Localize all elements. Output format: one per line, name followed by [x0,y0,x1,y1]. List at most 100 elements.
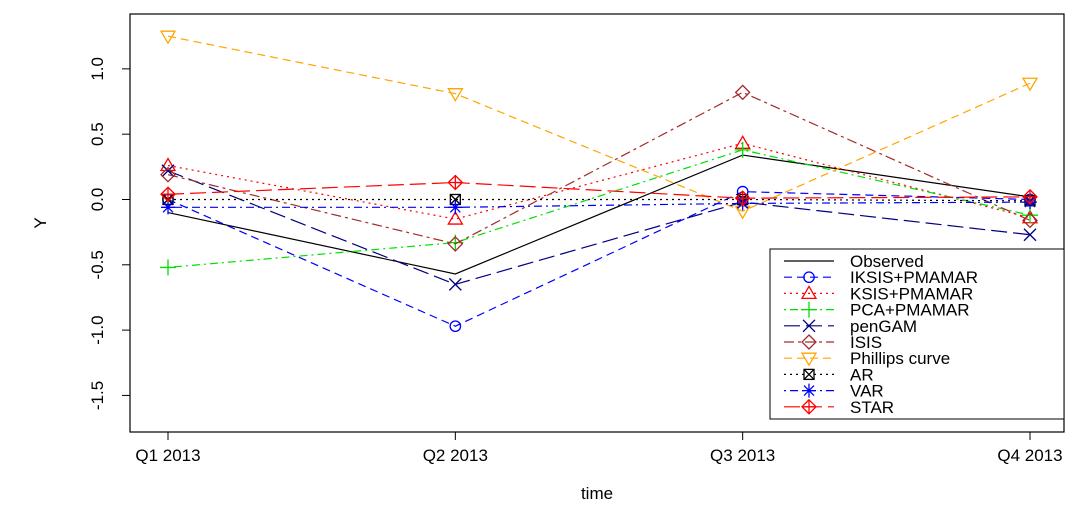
data-point [1022,212,1038,229]
data-point [1022,188,1038,205]
marker-cross [161,164,175,178]
marker-plus [160,259,176,276]
series-0 [167,154,1031,275]
data-point [447,210,464,225]
data-point [447,88,464,102]
data-point [734,141,751,158]
legend-label: IKSIS+PMAMAR [850,268,978,287]
data-point [159,30,177,45]
y-tick-label: 1.0 [88,57,107,81]
marker-diamond-plus [1023,189,1037,204]
series-line [167,154,1031,275]
series-2 [159,135,1039,225]
series-5 [160,84,1038,252]
y-axis-title: Y [31,217,50,228]
legend-item: Phillips curve [784,349,950,368]
marker-diamond-plus [802,399,816,414]
legend-item: VAR [784,382,884,401]
marker-triangle-up [800,285,818,300]
series-line [167,181,1031,199]
legend-item: Observed [784,252,924,271]
series-9 [160,174,1038,207]
marker-asterisk [161,200,175,215]
data-point [161,200,175,215]
marker-square-cross [449,194,461,205]
data-point [161,164,175,178]
legend-label: STAR [850,398,894,417]
legend-item: KSIS+PMAMAR [784,284,973,303]
marker-diamond [1022,212,1038,229]
series-line [167,91,1031,245]
marker-diamond [160,166,176,183]
y-tick-label: -1.5 [88,381,107,410]
legend-item: AR [784,365,874,384]
legend: ObservedIKSIS+PMAMARKSIS+PMAMARPCA+PMAMA… [769,248,1065,420]
x-axis: Q1 2013 Q2 2013 Q3 2013 Q4 2013 [135,431,1063,465]
data-point [449,193,461,206]
marker-triangle-down [447,88,464,102]
legend-item: ISIS [784,333,882,352]
legend-item: STAR [784,398,894,417]
marker-cross [448,277,462,291]
marker-cross [1023,228,1037,242]
legend-item: penGAM [784,317,917,336]
series-line [168,198,1031,202]
legend-label: PCA+PMAMAR [850,301,970,320]
legend-label: VAR [850,382,884,401]
data-point [448,277,462,291]
series-line [167,149,1031,269]
data-point [1021,77,1039,92]
marker-square-cross [803,368,815,380]
x-axis-title: time [581,484,613,503]
legend-item: PCA+PMAMAR [784,301,970,320]
series-3 [160,141,1038,276]
y-tick-label: -1.0 [88,315,107,344]
series-layer [159,30,1039,333]
series-6 [159,30,1039,220]
data-point [1022,207,1038,224]
marker-triangle-down [1021,77,1039,92]
y-axis: -1.5 -1.0 -0.5 0.0 0.5 1.0 [88,57,131,410]
legend-label: AR [850,365,874,384]
data-point [447,174,464,191]
data-point [160,166,176,183]
marker-triangle-up [447,210,464,225]
x-tick-label: Q2 2013 [423,446,488,465]
x-tick-label: Q4 2013 [997,446,1062,465]
x-tick-label: Q1 2013 [135,446,200,465]
legend-item: IKSIS+PMAMAR [784,268,978,287]
data-point [734,190,751,207]
marker-square [803,368,815,381]
y-tick-label: -0.5 [88,250,107,279]
y-tick-label: 0.5 [88,122,107,146]
marker-diamond-plus [448,175,463,190]
marker-plus [1022,207,1038,224]
marker-asterisk [448,200,463,215]
legend-label: ISIS [850,333,882,352]
data-point [160,259,176,276]
data-point [160,186,176,203]
data-point [447,235,464,252]
series-line [167,142,1031,220]
series-line [167,35,1031,212]
legend-label: KSIS+PMAMAR [850,284,973,303]
series-line [167,191,1031,327]
marker-asterisk [802,383,816,398]
data-point [448,200,463,215]
series-line [167,170,1031,286]
marker-plus [801,301,817,318]
marker-plus [734,141,751,158]
marker-diamond [801,334,817,350]
y-tick-label: 0.0 [88,188,107,212]
marker-diamond-plus [161,187,175,202]
marker-diamond-plus [735,191,750,206]
legend-label: Phillips curve [850,349,950,368]
marker-circle [803,271,815,284]
marker-triangle-up [159,157,177,172]
data-point [159,157,177,172]
series-line [168,201,1031,208]
x-tick-label: Q3 2013 [710,446,775,465]
marker-cross [802,319,816,333]
